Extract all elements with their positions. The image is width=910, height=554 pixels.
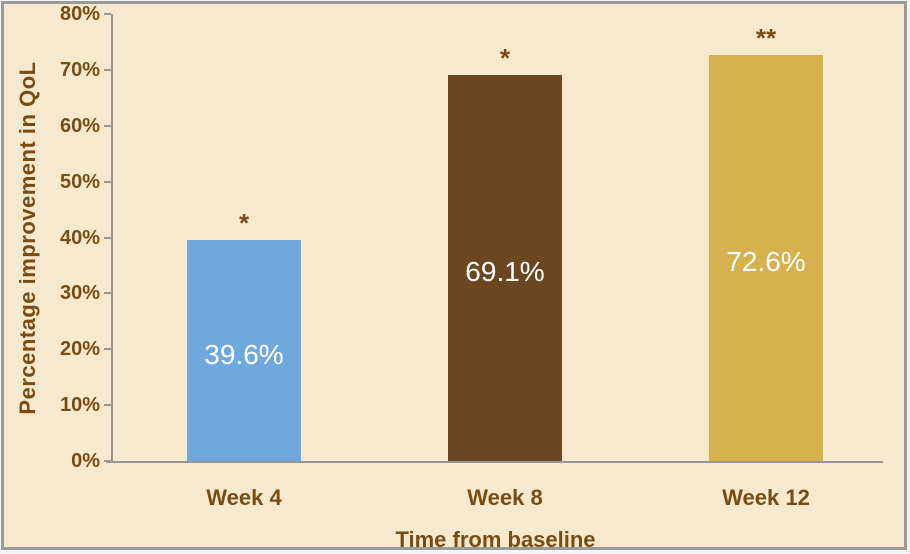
y-tick-mark bbox=[104, 460, 111, 462]
y-tick-label: 80% bbox=[59, 3, 100, 25]
y-tick-label: 60% bbox=[59, 114, 100, 137]
bar-chart: Percentage improvement in QoL 0% 10% 20% 30… bbox=[4, 3, 904, 552]
y-tick-mark bbox=[104, 348, 111, 351]
y-axis-line bbox=[111, 14, 113, 463]
y-tick-label: 0% bbox=[71, 450, 100, 472]
y-tick-label: 40% bbox=[59, 226, 100, 249]
y-tick-label: 30% bbox=[59, 282, 100, 305]
x-category-label-week-12: Week 12 bbox=[722, 485, 810, 510]
y-tick-label: 50% bbox=[59, 170, 100, 193]
bar-week-4: 39.6% bbox=[187, 240, 301, 461]
significance-marker-week-12: ** bbox=[755, 23, 777, 53]
y-tick-label: 20% bbox=[59, 338, 100, 361]
y-tick-label: 10% bbox=[59, 394, 100, 417]
y-tick-mark bbox=[104, 68, 111, 71]
y-tick-mark bbox=[104, 292, 111, 295]
significance-marker-week-8: * bbox=[499, 43, 511, 73]
x-axis-line bbox=[106, 461, 883, 463]
bar-value-label-week-12: 72.6% bbox=[726, 246, 806, 277]
y-tick-label: 70% bbox=[59, 58, 100, 81]
bar-week-12: 72.6% bbox=[709, 55, 823, 461]
y-tick-mark bbox=[104, 124, 111, 127]
x-category-label-week-4: Week 4 bbox=[206, 485, 282, 510]
y-tick-mark bbox=[104, 236, 111, 239]
y-tick-mark bbox=[104, 13, 111, 15]
bar-value-label-week-8: 69.1% bbox=[465, 256, 545, 287]
y-tick-mark bbox=[104, 404, 111, 407]
bar-value-label-week-4: 39.6% bbox=[204, 338, 284, 370]
bar-week-8: 69.1% bbox=[448, 75, 562, 461]
x-category-label-week-8: Week 8 bbox=[467, 485, 543, 510]
y-tick-mark bbox=[104, 180, 111, 183]
significance-marker-week-4: * bbox=[238, 208, 250, 238]
x-axis-title: Time from baseline bbox=[395, 527, 596, 552]
